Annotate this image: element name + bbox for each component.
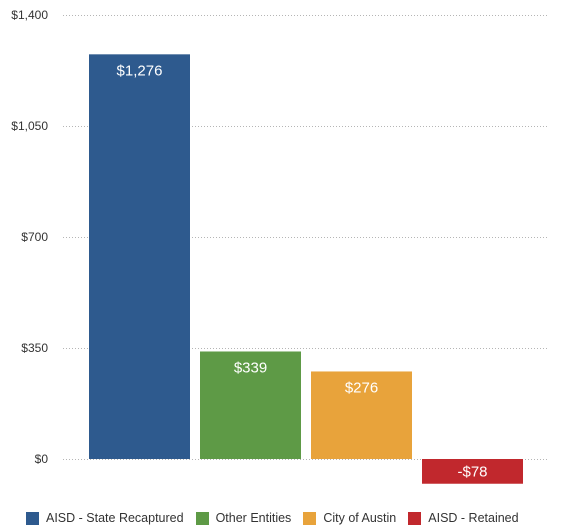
legend-swatch: [303, 511, 317, 525]
legend-label: City of Austin: [323, 511, 397, 525]
bars: [89, 54, 523, 484]
y-axis: $0 $350 $700 $1,050 $1,400: [11, 8, 48, 466]
data-labels: $1,276 $339 $276 -$78: [117, 62, 488, 480]
legend-item[interactable]: AISD - Retained: [408, 511, 519, 525]
y-tick-label: $700: [21, 230, 48, 244]
legend-item[interactable]: AISD - State Recaptured: [26, 511, 184, 525]
legend: AISD - State Recaptured Other Entities Cit…: [26, 510, 519, 526]
data-label: $339: [234, 359, 267, 376]
y-tick-label: $0: [35, 452, 49, 466]
y-tick-label: $1,050: [11, 119, 48, 133]
legend-swatch: [195, 511, 209, 525]
y-tick-label: $1,400: [11, 8, 48, 22]
legend-swatch: [26, 511, 39, 525]
data-label: $276: [345, 379, 378, 396]
bar[interactable]: [200, 351, 301, 459]
data-label: -$78: [457, 464, 487, 481]
legend-item[interactable]: City of Austin: [303, 511, 396, 525]
bar-chart: $0 $350 $700 $1,050 $1,400 $1,276 $339 $276 -$7…: [11, 8, 549, 484]
data-label: $1,276: [117, 62, 163, 79]
legend-swatch: [408, 511, 422, 525]
y-tick-label: $350: [21, 341, 48, 355]
bar[interactable]: [311, 371, 412, 459]
legend-label: AISD - Retained: [428, 511, 519, 525]
legend-label: Other Entities: [215, 511, 292, 525]
legend-label: AISD - State Recaptured: [46, 511, 184, 525]
bar[interactable]: [89, 54, 190, 459]
bar[interactable]: [422, 459, 523, 484]
legend-item[interactable]: Other Entities: [195, 511, 292, 525]
